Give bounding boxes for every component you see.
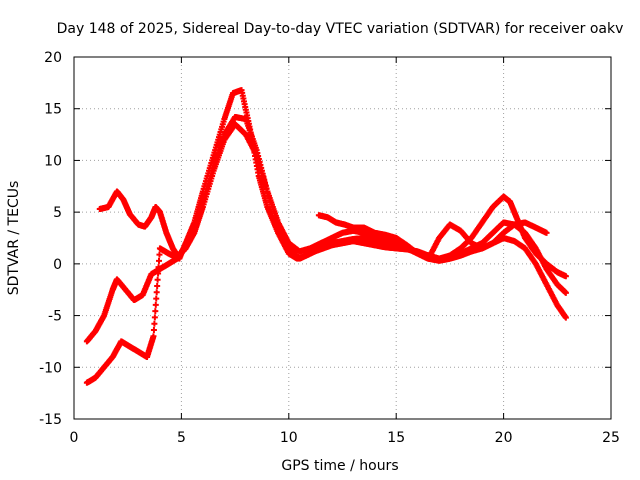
x-axis: 0 5 10 15 20 25 <box>70 57 620 446</box>
data-point <box>155 270 162 277</box>
x-tick-label: 5 <box>177 430 186 446</box>
data-point <box>154 276 161 283</box>
y-tick-label: 0 <box>53 257 62 273</box>
chart-title: Day 148 of 2025, Sidereal Day-to-day VTE… <box>57 21 624 37</box>
data-points <box>83 87 569 386</box>
y-tick-label: -5 <box>48 309 62 325</box>
data-point <box>150 333 157 340</box>
y-tick-label: 20 <box>44 50 62 66</box>
y-tick-label: 5 <box>53 205 62 221</box>
series-track-b <box>83 113 569 345</box>
x-axis-label: GPS time / hours <box>281 458 398 474</box>
x-tick-label: 25 <box>602 430 620 446</box>
y-axis-label: SDTVAR / TECUs <box>6 181 22 296</box>
data-point <box>152 308 159 315</box>
data-point <box>543 229 550 236</box>
y-tick-label: 10 <box>44 153 62 169</box>
y-tick-label: -15 <box>39 412 62 428</box>
data-point <box>150 326 157 333</box>
data-point <box>152 301 159 308</box>
plot-frame <box>73 56 612 420</box>
data-point <box>155 264 162 271</box>
data-point <box>156 251 163 258</box>
y-axis: -15 -10 -5 0 5 10 15 20 <box>39 50 611 428</box>
data-point <box>562 289 569 296</box>
data-point <box>153 289 160 296</box>
data-point <box>562 314 569 321</box>
x-tick-label: 10 <box>280 430 298 446</box>
data-point <box>153 295 160 302</box>
series-track-d <box>315 212 550 262</box>
data-point <box>151 320 158 327</box>
x-tick-label: 20 <box>495 430 513 446</box>
y-tick-label: -10 <box>39 360 62 376</box>
data-point <box>562 273 569 280</box>
y-tick-label: 15 <box>44 102 62 118</box>
x-tick-label: 0 <box>70 430 79 446</box>
data-point <box>151 314 158 321</box>
data-point <box>155 257 162 264</box>
data-point <box>154 283 161 290</box>
x-tick-label: 15 <box>387 430 405 446</box>
